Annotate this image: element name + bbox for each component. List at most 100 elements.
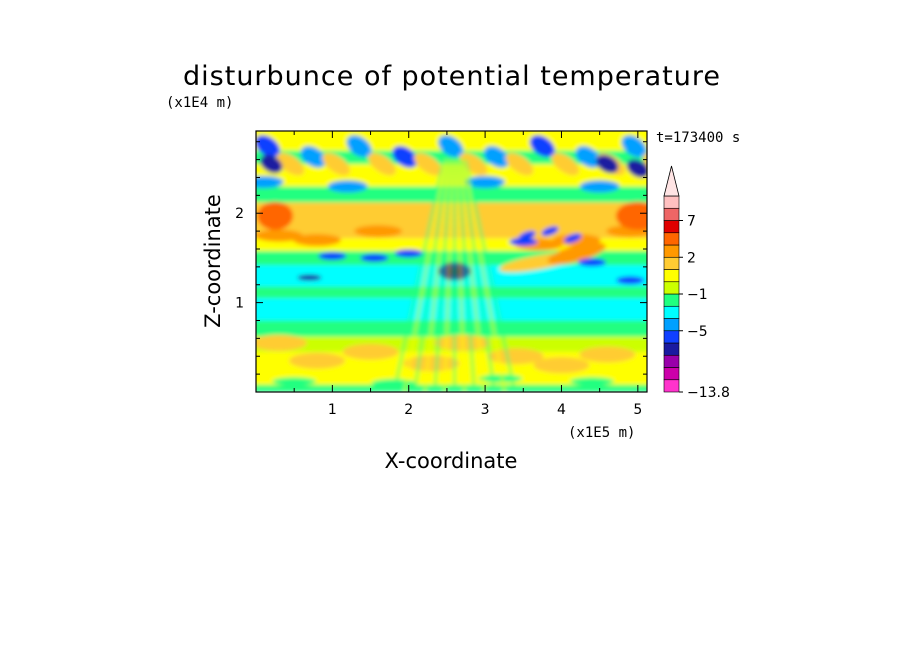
colorbar-label: −5 — [687, 324, 708, 340]
blob — [541, 226, 559, 236]
colorbar-label: −1 — [687, 287, 708, 303]
colorbar-swatch — [663, 318, 680, 332]
blob — [575, 146, 601, 168]
plume-streak — [460, 159, 496, 392]
colorbar-swatch — [663, 207, 680, 221]
blob — [297, 274, 322, 281]
blob — [509, 237, 538, 246]
blob — [579, 180, 620, 193]
blob — [300, 146, 326, 168]
colorbar-label: −13.8 — [687, 385, 730, 401]
x-tick-label: 4 — [557, 402, 566, 418]
blob — [413, 152, 442, 176]
plume-streak — [423, 159, 451, 392]
blob — [342, 343, 399, 360]
x-axis-label: X-coordinate — [385, 449, 518, 473]
blob — [579, 346, 636, 363]
x-tick-label: 5 — [633, 402, 642, 418]
blob — [322, 152, 351, 176]
blob — [570, 377, 615, 386]
plume-streak — [456, 159, 476, 392]
x-scale-label: (x1E5 m) — [568, 425, 635, 441]
blob — [465, 175, 506, 188]
blob — [257, 201, 294, 230]
blob — [578, 258, 607, 267]
blob — [547, 242, 606, 265]
x-axis: 1 2 3 4 5 — [293, 131, 642, 418]
blob — [256, 229, 303, 242]
chart-title: disturbunce of potential temperature — [183, 61, 721, 92]
colorbar-swatch — [663, 232, 680, 246]
blob — [394, 249, 423, 258]
colorbar-swatch — [663, 220, 680, 234]
y-axis-label: Z-coordinate — [201, 194, 225, 328]
colorbar-swatch — [663, 354, 680, 368]
band — [256, 298, 647, 321]
blob — [487, 348, 544, 365]
blob — [276, 152, 305, 176]
blob — [459, 152, 488, 176]
colorbar-label: 7 — [687, 214, 696, 230]
colorbar-swatch — [663, 281, 680, 295]
blob — [256, 175, 284, 188]
blob — [289, 352, 346, 369]
plume-streak — [392, 159, 446, 392]
blob — [260, 154, 283, 174]
blob — [564, 233, 582, 244]
colorbar-swatch — [663, 330, 680, 344]
blob — [256, 135, 281, 158]
blob — [346, 135, 372, 158]
blob — [596, 154, 619, 174]
colorbar-label: 2 — [687, 250, 696, 266]
colorbar-swatch — [663, 195, 680, 209]
colorbar-swatch — [663, 367, 680, 381]
x-tick-label: 2 — [404, 402, 413, 418]
y-axis: 12 — [235, 141, 647, 375]
blob — [505, 152, 534, 176]
y-tick-label: 2 — [235, 206, 244, 222]
blob — [293, 234, 342, 247]
x-tick-label: 3 — [481, 402, 490, 418]
blob — [318, 252, 347, 261]
plume-streak — [453, 159, 457, 392]
field-layer — [256, 131, 647, 392]
colorbar-swatch — [663, 269, 680, 283]
colorbar-swatch — [663, 305, 680, 319]
band — [256, 384, 647, 392]
colorbar-swatch — [663, 244, 680, 258]
blob — [529, 135, 555, 158]
colorbar-swatch — [663, 342, 680, 356]
contour-field — [256, 131, 647, 392]
band — [256, 320, 647, 337]
blob — [483, 146, 510, 168]
blob — [518, 230, 536, 241]
plume-streak — [403, 159, 448, 392]
blob — [392, 146, 418, 168]
plume-streak — [454, 159, 466, 392]
colorbar-swatch — [663, 379, 680, 393]
plume-streak — [464, 159, 517, 392]
colorbar-extend-arrow — [663, 165, 680, 197]
plume-streak — [462, 159, 507, 392]
blob — [621, 135, 647, 158]
blob — [626, 159, 647, 178]
blob — [272, 377, 317, 386]
blob — [438, 135, 464, 158]
blob — [616, 276, 645, 285]
time-label: t=173400 s — [656, 130, 740, 146]
band — [256, 286, 647, 299]
blob — [360, 253, 389, 262]
blob — [368, 152, 396, 176]
blob — [533, 357, 590, 374]
blob — [615, 201, 647, 230]
plume-streak — [433, 159, 453, 392]
colorbar-swatch — [663, 293, 680, 307]
plume-streak — [443, 159, 455, 392]
y-scale-label: (x1E4 m) — [166, 95, 233, 111]
blob — [256, 334, 307, 351]
x-tick-label: 1 — [328, 402, 337, 418]
blob — [354, 225, 403, 238]
colorbar: 7 2 −1 −5 −13.8 — [663, 165, 730, 401]
plot-frame — [255, 130, 648, 393]
